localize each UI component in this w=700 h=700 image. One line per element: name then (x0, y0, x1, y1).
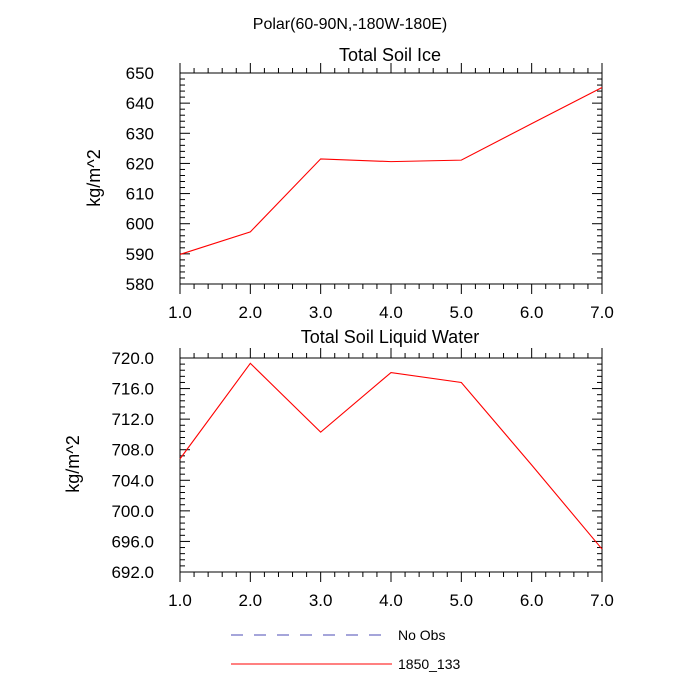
x-tick-label: 4.0 (379, 303, 403, 322)
series-line-1850-133 (179, 86, 603, 255)
y-tick-label: 712.0 (111, 410, 154, 429)
y-tick-label: 708.0 (111, 441, 154, 460)
panel-title-soil-ice: Total Soil Ice (339, 45, 441, 65)
panel-total-soil-liquid-water: Total Soil Liquid Water kg/m^2 1.0 2.0 3.0… (63, 327, 614, 610)
figure-title: Polar(60-90N,-180W-180E) (253, 16, 447, 33)
y-tick-label: 700.0 (111, 502, 154, 521)
x-tick-label: 1.0 (168, 591, 192, 610)
y-tick-label: 720.0 (111, 349, 154, 368)
series-line-1850-133 (179, 362, 603, 550)
y-tick-label: 716.0 (111, 380, 154, 399)
y-tick-label: 610 (126, 185, 154, 204)
y-tick-label: 650 (126, 64, 154, 83)
y-axis-label-soil-liquid-water: kg/m^2 (63, 435, 83, 492)
y-tick-label: 640 (126, 94, 154, 113)
x-tick-label: 6.0 (520, 303, 544, 322)
x-tick-label: 7.0 (590, 591, 614, 610)
y-tick-label: 590 (126, 245, 154, 264)
x-tick-label: 2.0 (239, 591, 263, 610)
x-tick-label: 6.0 (520, 591, 544, 610)
plot-frame (179, 72, 603, 285)
panel-title-soil-liquid-water: Total Soil Liquid Water (301, 327, 479, 347)
x-tick-label: 1.0 (168, 303, 192, 322)
y-tick-label: 630 (126, 124, 154, 143)
x-tick-label: 3.0 (309, 591, 333, 610)
x-tick-label: 5.0 (450, 591, 474, 610)
y-tick-label: 580 (126, 275, 154, 294)
x-tick-label: 4.0 (379, 591, 403, 610)
legend-label-1850-133: 1850_133 (398, 656, 461, 672)
y-tick-label: 704.0 (111, 471, 154, 490)
x-tick-label: 7.0 (590, 303, 614, 322)
x-tick-label: 3.0 (309, 303, 333, 322)
legend-label-no-obs: No Obs (398, 627, 445, 643)
y-tick-label: 600 (126, 215, 154, 234)
x-tick-label: 5.0 (450, 303, 474, 322)
legend: No Obs 1850_133 (231, 627, 461, 672)
y-tick-label: 620 (126, 154, 154, 173)
y-tick-label: 696.0 (111, 532, 154, 551)
y-axis-label-soil-ice: kg/m^2 (84, 149, 104, 206)
x-tick-label: 2.0 (239, 303, 263, 322)
y-tick-label: 692.0 (111, 563, 154, 582)
panel-total-soil-ice: Total Soil Ice kg/m^2 1.0 2.0 3.0 4.0 5.0 6.0… (84, 45, 614, 322)
plot-frame (179, 357, 603, 573)
